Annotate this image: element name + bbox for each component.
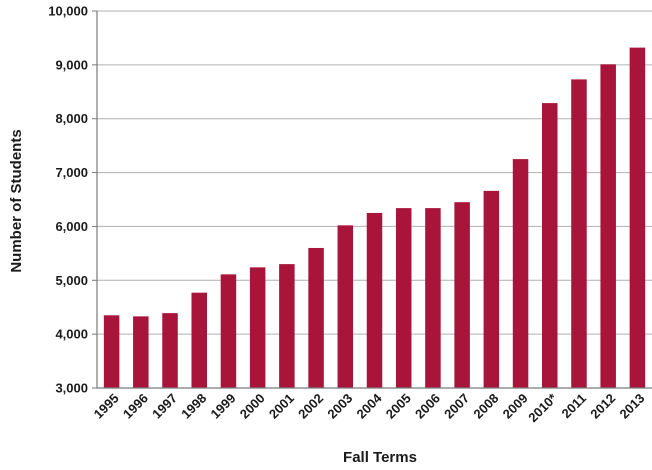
x-tick-label: 2013 [616,391,647,422]
bar [133,316,149,388]
x-tick-label: 2001 [266,391,297,422]
x-tick-label: 2005 [383,391,414,422]
bars [103,47,646,389]
bar [308,247,324,388]
x-tick-label: 2006 [412,391,443,422]
x-tick-label: 2000 [237,391,268,422]
y-tick-label: 5,000 [55,273,88,288]
x-tick-label: 1997 [149,391,180,422]
y-tick-label: 4,000 [55,327,88,342]
y-tick-label: 9,000 [55,57,88,72]
x-tick-label: 2012 [587,391,618,422]
bar [512,159,529,388]
y-axis-title: Number of Students [8,129,25,272]
bar [366,212,383,388]
axes [92,10,652,389]
y-tick-label: 10,000 [48,4,88,19]
y-tick-label: 6,000 [55,219,88,234]
bar [483,190,500,388]
x-tick-label: 2009 [500,391,531,422]
bar [191,292,207,388]
x-tick-label: 1995 [91,391,122,422]
bar [162,313,178,388]
bar [279,264,295,388]
bar [220,274,237,388]
x-tick-label: 2011 [559,391,590,422]
bar [542,103,558,389]
bar [103,315,120,388]
x-tick-label: 2007 [441,391,472,422]
bar [629,47,646,388]
x-tick-label: 1998 [178,391,209,422]
x-tick-label: 2002 [295,391,326,422]
x-tick-label: 2010* [525,390,560,425]
bar [454,202,470,388]
bar [249,267,266,388]
x-tick-label: 2003 [324,391,355,422]
bar [337,225,354,388]
y-tick-labels: 3,000 4,000 5,000 6,000 7,000 8,000 9,000 10,00… [48,4,88,396]
x-tick-labels: 1995199619971998199920002001200220032004… [91,390,648,425]
y-tick-label: 7,000 [55,165,88,180]
bar [425,208,441,388]
x-tick-label: 2004 [354,390,386,422]
x-tick-label: 1996 [120,391,151,422]
x-axis-title: Fall Terms [343,449,417,466]
bar [571,79,587,389]
bar [395,208,412,388]
x-tick-label: 2008 [470,391,501,422]
y-tick-label: 8,000 [55,111,88,126]
x-tick-label: 1999 [208,391,239,422]
bar [600,64,616,388]
y-tick-label: 3,000 [55,381,88,396]
